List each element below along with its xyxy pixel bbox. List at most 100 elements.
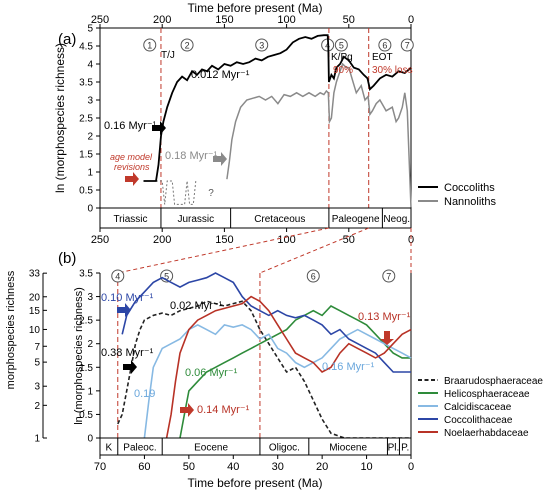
annotation: 0.02 Myr⁻¹ <box>170 300 223 312</box>
count-tick-label: 3 <box>34 382 40 393</box>
event-marker <box>378 38 392 52</box>
top-x-tick-label: 150 <box>215 14 233 26</box>
bottom-x-tick-label: 10 <box>360 461 372 473</box>
bottom-x-tick-label: 150 <box>215 234 233 246</box>
count-tick-label: 5 <box>34 358 40 369</box>
event-number: 7 <box>405 41 410 51</box>
annotation: 0.16 Myr⁻¹ <box>322 361 375 373</box>
annotation: 0.13 Myr⁻¹ <box>358 311 411 323</box>
event-number: 3 <box>259 41 264 51</box>
legend-label-noelaerhabdaceae: Noelaerhabdaceae <box>444 428 529 439</box>
event-number: 4 <box>115 272 120 282</box>
bottom-x-tick-label: 0 <box>408 461 414 473</box>
bottom-x-tick-label: 20 <box>316 461 328 473</box>
annotation: EOT <box>372 52 393 63</box>
epoch-label: P. <box>401 443 409 454</box>
y-tick-label: 2 <box>87 339 93 350</box>
series-line-coccolithaceae <box>121 272 411 373</box>
y-tick-label: 0 <box>87 434 93 445</box>
bottom-x-tick-label: 250 <box>91 234 109 246</box>
event-marker <box>334 38 348 52</box>
annotation: 0.38 Myr⁻¹ <box>101 347 154 359</box>
annotation: 0.16 Myr⁻¹ <box>104 120 157 132</box>
bottom-x-tick-label: 60 <box>138 461 150 473</box>
bottom-x-tick-label: 40 <box>227 461 239 473</box>
y-tick-label: 3.5 <box>79 269 93 280</box>
y-tick-label: 1 <box>87 168 93 179</box>
dotted-segment <box>156 180 197 205</box>
top-x-tick-label: 50 <box>343 14 355 26</box>
count-tick-label: 10 <box>29 325 41 336</box>
epoch-label: Pl. <box>388 443 400 454</box>
annotation: 90% <box>333 65 353 76</box>
epoch-label: Oligoc. <box>269 443 300 454</box>
epoch-label: Eocene <box>194 443 228 454</box>
annotation: 0.14 Myr⁻¹ <box>197 404 250 416</box>
event-number: 1 <box>147 41 152 51</box>
event-marker <box>143 38 157 52</box>
event-marker <box>400 38 414 52</box>
y-tick-label: 3 <box>87 292 93 303</box>
event-marker <box>111 269 125 283</box>
top-x-tick-label: 200 <box>153 14 171 26</box>
panel-label: (b) <box>58 250 76 267</box>
series-line-noelaerhabdaceae <box>165 295 412 439</box>
top-x-tick-label: 0 <box>408 14 414 26</box>
legend-label-coccolithaceae: Coccolithaceae <box>444 415 513 426</box>
event-number: 7 <box>386 272 391 282</box>
annotation: ? <box>208 188 214 199</box>
legend-label-calcidiscaceae: Calcidiscaceae <box>444 402 512 413</box>
series-line-coccoliths <box>143 34 412 182</box>
connector-line <box>117 227 330 274</box>
count-tick-label: 15 <box>29 306 41 317</box>
y-axis-title: ln (morphospecies richness) <box>73 287 85 425</box>
period-label: Paleogene <box>332 214 380 225</box>
epoch-label: K <box>106 443 113 454</box>
legend-label-coccoliths: Coccoliths <box>444 182 495 194</box>
y-tick-label: 4 <box>87 60 93 71</box>
period-label: Triassic <box>113 214 147 225</box>
count-axis-title: morphospecies richness <box>5 270 17 389</box>
bottom-x-tick-label: 100 <box>277 234 295 246</box>
event-marker <box>382 269 396 283</box>
panel-connectors <box>117 227 412 274</box>
legend-label-helicosphaeraceae: Helicosphaeraceae <box>444 389 530 400</box>
annotation: K/Pg <box>331 52 353 63</box>
rate-arrow <box>152 121 166 135</box>
event-number: 5 <box>339 41 344 51</box>
event-number: 2 <box>185 41 190 51</box>
annotation: age model <box>110 152 153 162</box>
bottom-x-tick-label: 200 <box>153 234 171 246</box>
y-tick-label: 1.5 <box>79 363 93 374</box>
rate-arrow <box>213 152 227 166</box>
top-x-axis-title: Time before present (Ma) <box>188 1 323 15</box>
top-x-tick-label: 250 <box>91 14 109 26</box>
x-axis-title: Time before present (Ma) <box>188 476 323 490</box>
annotation: 0.19 <box>134 388 155 400</box>
epoch-label: Miocene <box>329 443 367 454</box>
count-tick-label: 20 <box>29 292 41 303</box>
y-tick-label: 3 <box>87 96 93 107</box>
y-tick-label: 0.5 <box>79 410 93 421</box>
event-number: 6 <box>382 41 387 51</box>
bottom-x-tick-label: 0 <box>408 234 414 246</box>
event-marker <box>180 38 194 52</box>
y-tick-label: 2 <box>87 132 93 143</box>
rate-arrow <box>117 303 131 317</box>
top-x-tick-label: 100 <box>277 14 295 26</box>
rate-arrow <box>180 403 194 417</box>
y-tick-label: 3.5 <box>79 78 93 89</box>
legend-label-braarudosphaeraceae: Braarudosphaeraceae <box>444 376 543 387</box>
series-line-nannoliths <box>226 62 412 209</box>
annotation: T/J <box>161 50 175 61</box>
event-number: 5 <box>164 272 169 282</box>
y-tick-label: 1 <box>87 386 93 397</box>
panel-b: (b) 0 0.5 1 1.5 2 2.5 3 3.5 ln (morphospecies ric… <box>5 250 543 490</box>
event-marker <box>306 269 320 283</box>
period-label: Jurassic <box>177 214 214 225</box>
bottom-x-tick-label: 70 <box>94 461 106 473</box>
legend-label-nannoliths: Nannoliths <box>444 196 496 208</box>
bottom-x-tick-label: 50 <box>183 461 195 473</box>
series-line-helicosphaeraceae <box>179 305 411 439</box>
